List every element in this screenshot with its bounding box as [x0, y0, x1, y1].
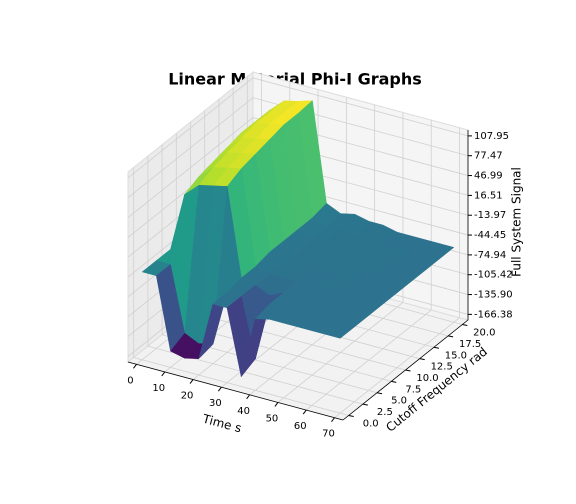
y-tick-label: 0.0: [363, 418, 379, 429]
grid-line: [127, 77, 254, 179]
y-tick-label: 5.0: [391, 396, 407, 407]
grid-line: [190, 311, 406, 371]
axis-line: [127, 361, 344, 421]
y-tick-label: 17.5: [459, 339, 481, 350]
z-tick-label: -44.45: [474, 230, 506, 241]
y-tick: [433, 346, 440, 349]
y-tick: [348, 414, 354, 417]
y-tick: [405, 369, 411, 372]
y-tick-label: 20.0: [473, 328, 495, 339]
x-tick-label: 30: [209, 398, 222, 409]
x-tick-label: 60: [294, 421, 307, 432]
x-tick: [302, 409, 307, 415]
x-tick-label: 40: [237, 406, 250, 417]
y-tick: [462, 324, 468, 327]
z-tick-label: -166.38: [474, 309, 513, 320]
z-tick-label: 77.47: [474, 151, 503, 162]
x-tick-label: 0: [127, 375, 133, 386]
x-tick: [274, 402, 279, 407]
y-tick-label: 2.5: [377, 407, 393, 418]
grid-line: [133, 357, 349, 416]
x-tick: [217, 386, 222, 392]
grid-line: [127, 117, 254, 218]
x-tick-label: 20: [181, 391, 194, 402]
x-tick: [331, 417, 335, 423]
surface-cell: [325, 322, 355, 339]
x-tick-label: 70: [322, 429, 335, 440]
grid-line: [127, 97, 254, 199]
y-tick: [448, 335, 454, 338]
y-tick: [376, 392, 383, 395]
z-tick-label: 16.51: [474, 190, 503, 201]
x-tick-label: 50: [266, 413, 279, 424]
y-tick-label: 15.0: [445, 350, 467, 361]
y-tick-label: 10.0: [416, 373, 438, 384]
x-tick: [246, 394, 251, 400]
y-tick: [362, 403, 368, 406]
y-tick-label: 7.5: [405, 384, 421, 395]
axis-line: [342, 319, 469, 421]
x-tick: [161, 371, 166, 377]
z-tick-label: 107.95: [474, 131, 509, 142]
z-tick-label: -74.94: [474, 250, 506, 261]
y-tick: [391, 380, 397, 383]
z-tick-label: -135.90: [474, 290, 513, 301]
y-tick: [419, 358, 425, 361]
chart-title: Linear Material Phi-I Graphs: [168, 70, 422, 89]
z-tick-label: -13.97: [474, 210, 506, 221]
z-axis-label: Full System Signal: [510, 167, 524, 277]
z-tick-label: -105.42: [474, 270, 513, 281]
x-tick-label: 10: [152, 383, 165, 394]
x-tick: [189, 379, 194, 384]
y-tick-label: 12.5: [431, 362, 453, 373]
grid-line: [252, 77, 469, 137]
z-tick-label: 46.99: [474, 171, 503, 182]
x-tick: [133, 363, 137, 369]
